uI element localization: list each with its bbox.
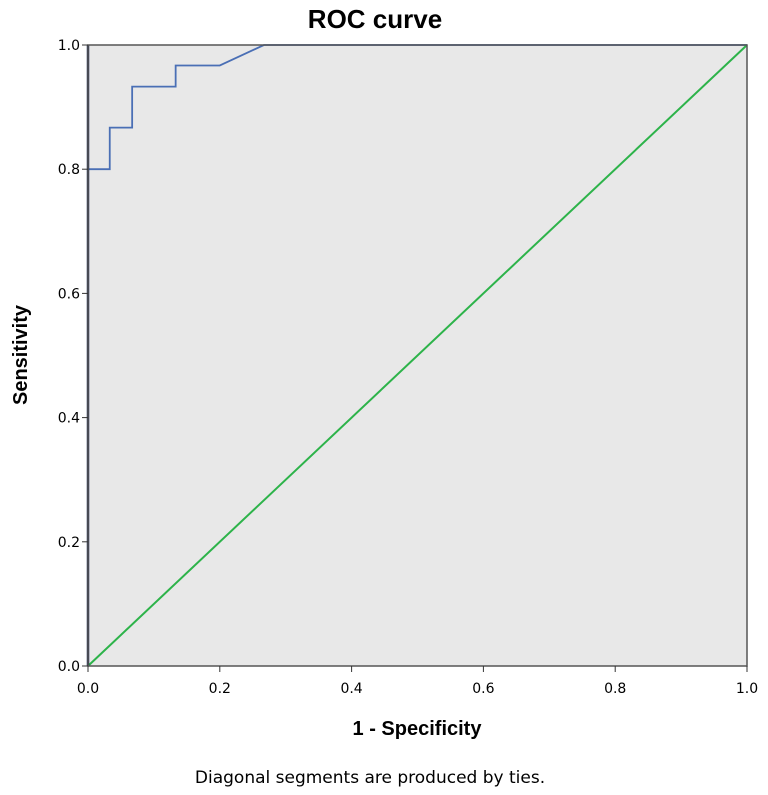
y-tick-label: 1.0: [58, 38, 80, 54]
y-tick-label: 0.4: [58, 411, 80, 427]
x-tick-label: 1.0: [736, 681, 758, 697]
y-axis-label: Sensitivity: [10, 304, 32, 405]
x-tick-label: 0.0: [77, 681, 99, 697]
chart-footnote: Diagonal segments are produced by ties.: [195, 768, 545, 788]
x-tick-label: 0.8: [604, 681, 626, 697]
y-tick-label: 0.8: [58, 162, 80, 178]
chart-title: ROC curve: [308, 4, 442, 34]
roc-curve-line: [87, 44, 747, 666]
y-axis-ticks: 0.0 0.2 0.4 0.6 0.8 1.0: [58, 38, 88, 675]
x-tick-label: 0.4: [340, 681, 362, 697]
y-tick-label: 0.2: [58, 535, 80, 551]
reference-line: [87, 44, 748, 667]
x-tick-label: 0.2: [209, 681, 231, 697]
x-axis-ticks: 0.0 0.2 0.4 0.6 0.8 1.0: [77, 666, 758, 697]
y-tick-label: 0.6: [58, 286, 80, 302]
x-axis-label: 1 - Specificity: [353, 718, 483, 740]
x-tick-label: 0.6: [472, 681, 494, 697]
plot-frame: [87, 44, 748, 667]
y-tick-label: 0.0: [58, 659, 80, 675]
